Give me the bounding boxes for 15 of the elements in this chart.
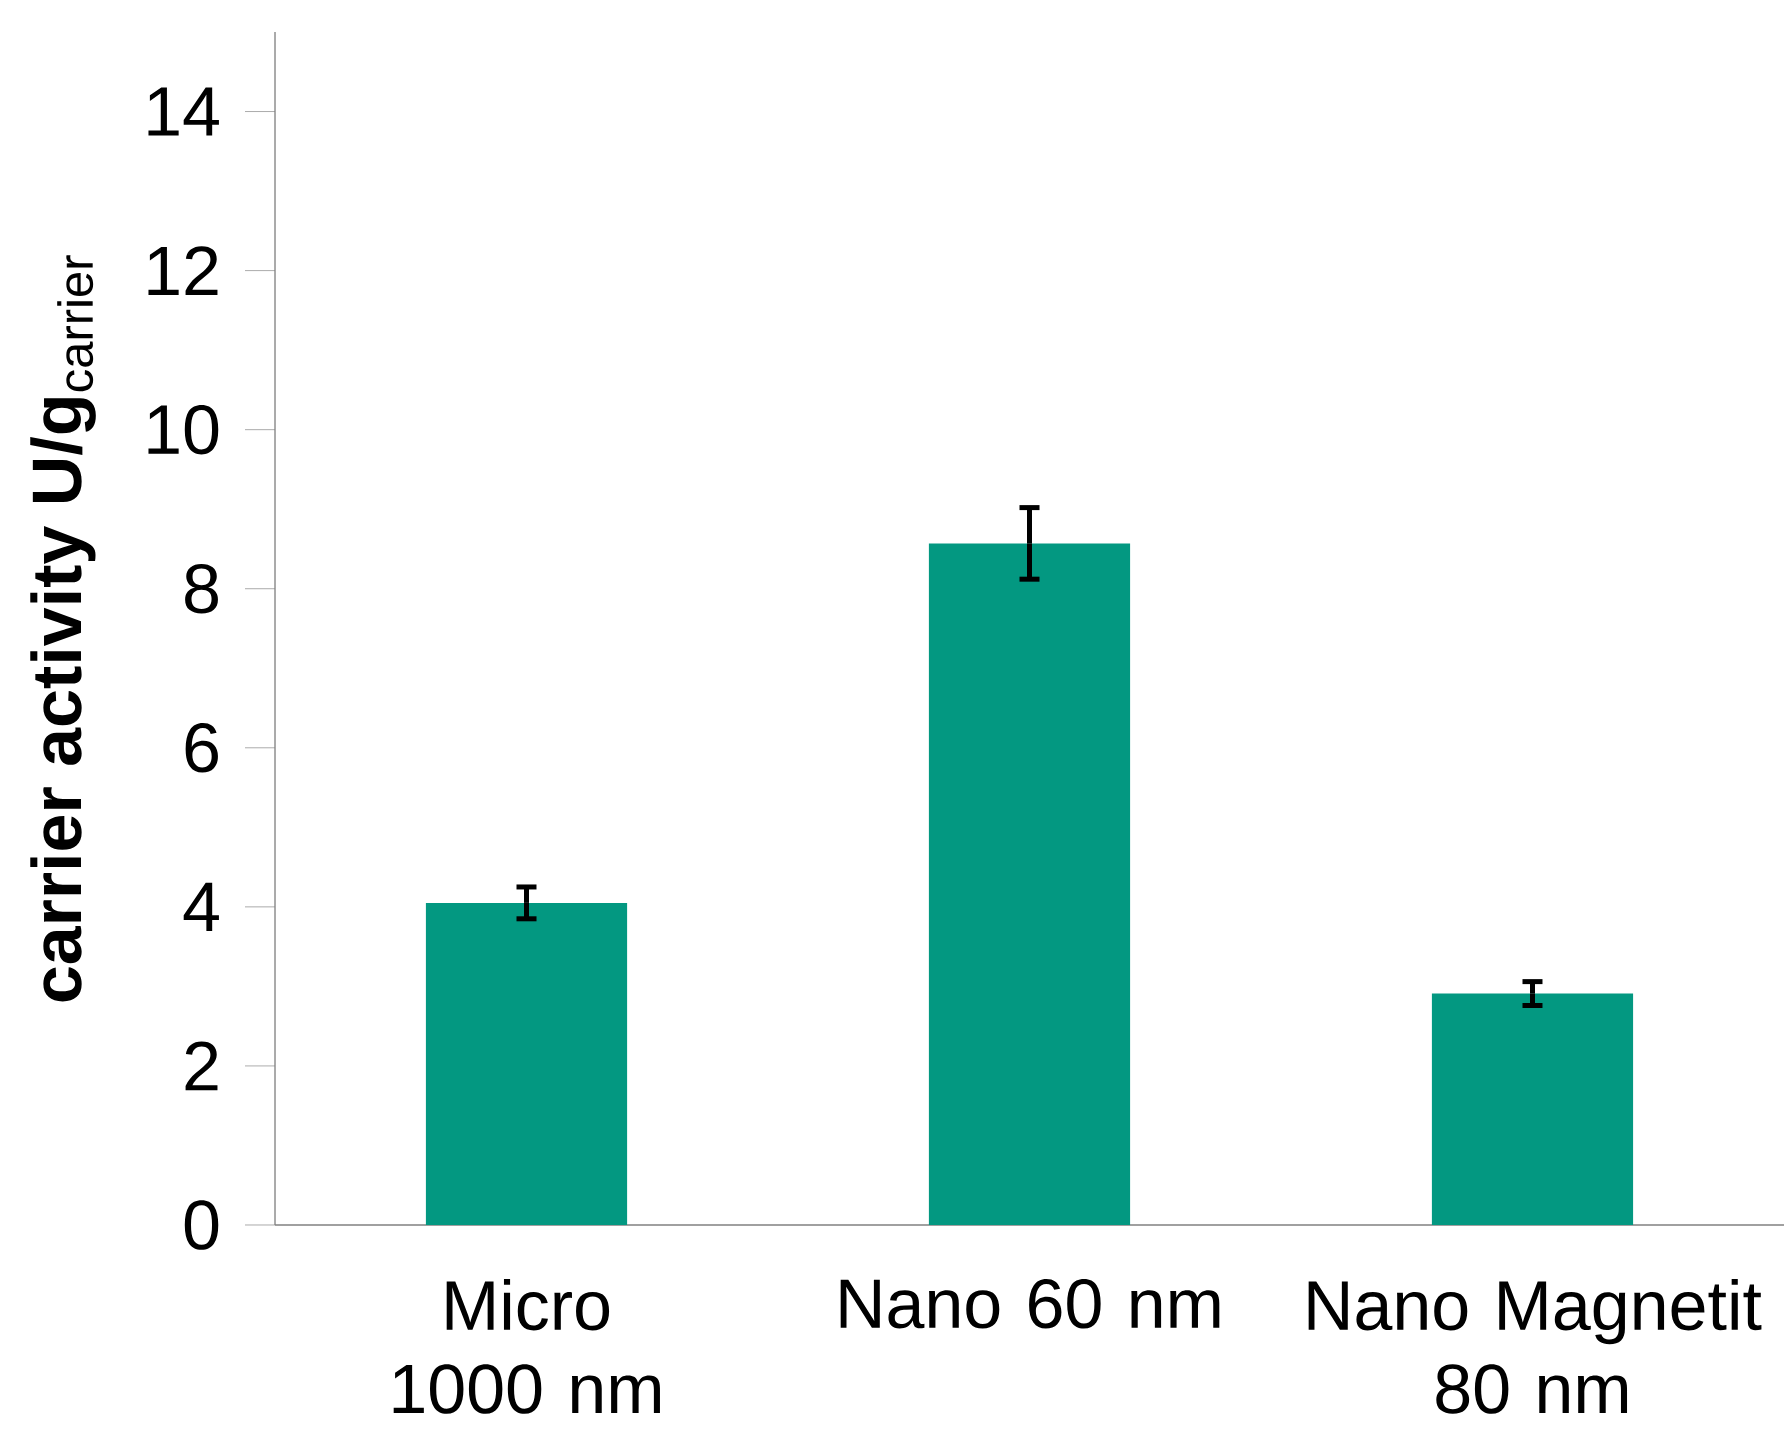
y-tick-label: 0: [184, 1200, 219, 1250]
y-tick-label: 6: [185, 723, 218, 773]
y-tick-label: 8: [185, 563, 218, 614]
y-tick-label: 10: [148, 404, 219, 455]
bar: [928, 543, 1131, 1225]
y-tick-label: 4: [183, 882, 219, 931]
bar: [1431, 993, 1634, 1225]
y-axis-title: carrier activity U/g$_{carrier}$: [30, 255, 96, 1002]
x-tick-label: Nano Magnetit 80 nm: [1308, 1279, 1762, 1414]
y-tick-label: 12: [148, 246, 218, 296]
x-tick-label: Nano 60 nm: [840, 1278, 1220, 1329]
y-tick-label: 2: [185, 1041, 218, 1091]
y-tick-label: 14: [148, 87, 219, 136]
x-tick-label: Micro 1000 nm: [393, 1279, 660, 1414]
bar: [425, 902, 628, 1225]
